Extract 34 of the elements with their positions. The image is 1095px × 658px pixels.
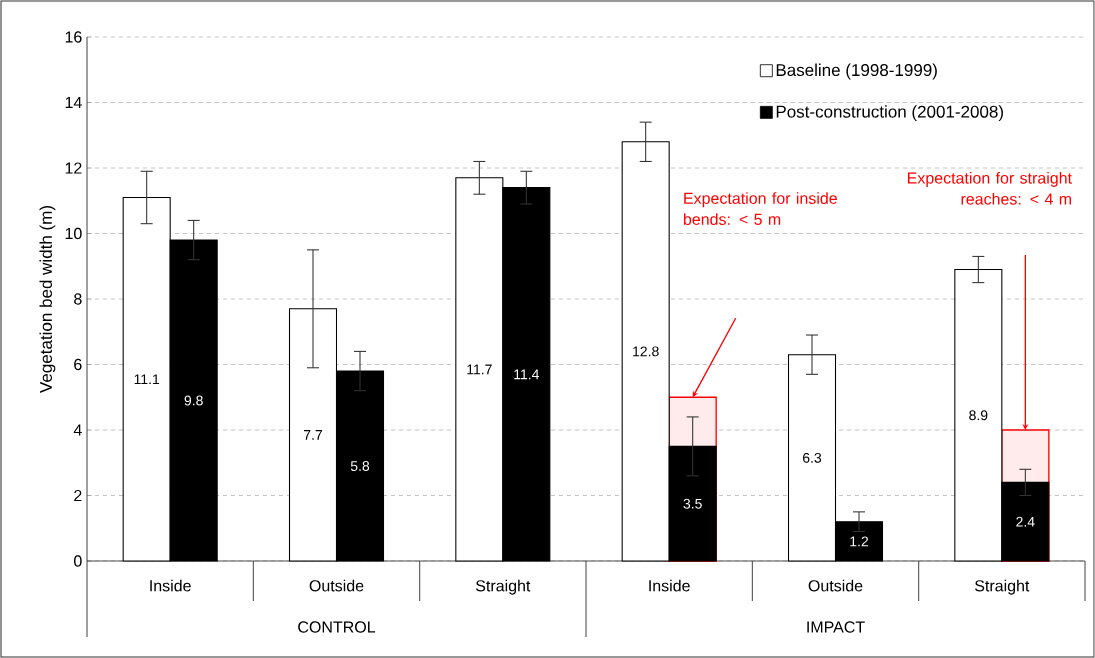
y-tick-label: 2 [74, 489, 82, 502]
data-label: 1.2 [850, 536, 869, 547]
x-tick-label: Outside [309, 579, 364, 592]
y-tick-label: 6 [74, 358, 82, 371]
legend-label: Baseline (1998-1999) [776, 63, 937, 80]
data-label: 11.4 [514, 369, 540, 380]
x-tick-label: Outside [808, 579, 863, 592]
legend-label: Post-construction (2001-2008) [776, 105, 1003, 122]
y-tick-label: 12 [65, 162, 82, 174]
annotation: Expectation for straight reaches: < 4 m [907, 171, 1072, 205]
x-tick-label: Straight [476, 579, 531, 595]
x-tick-label: Inside [649, 579, 690, 592]
text: IMPACT [807, 621, 865, 633]
data-label: 11.7 [467, 364, 492, 375]
data-label: 8.9 [969, 410, 988, 421]
annotation: Expectation for inside bends: < 5 m [683, 192, 837, 225]
y-tick-label: 0 [74, 555, 82, 567]
y-tick-label: 16 [65, 31, 82, 43]
data-label: 9.8 [184, 395, 203, 406]
data-label: 2.4 [1016, 516, 1035, 527]
data-label: 6.3 [802, 452, 822, 463]
y-tick-label: 4 [73, 424, 82, 436]
y-axis-title: Vegetation bed width (m) [39, 206, 56, 393]
data-label: 5.8 [350, 461, 370, 471]
x-tick-label: Inside [150, 579, 191, 592]
x-tick-label: Straight [975, 579, 1030, 595]
data-label: 7.7 [303, 430, 323, 440]
data-label: 12.8 [633, 346, 659, 357]
data-label: 3.5 [683, 498, 702, 509]
y-tick-label: 14 [65, 97, 82, 109]
y-tick-label: 8 [74, 293, 82, 305]
data-label: 11.1 [134, 374, 160, 385]
y-tick-label: 10 [65, 227, 82, 240]
text: CONTROL [298, 621, 376, 633]
